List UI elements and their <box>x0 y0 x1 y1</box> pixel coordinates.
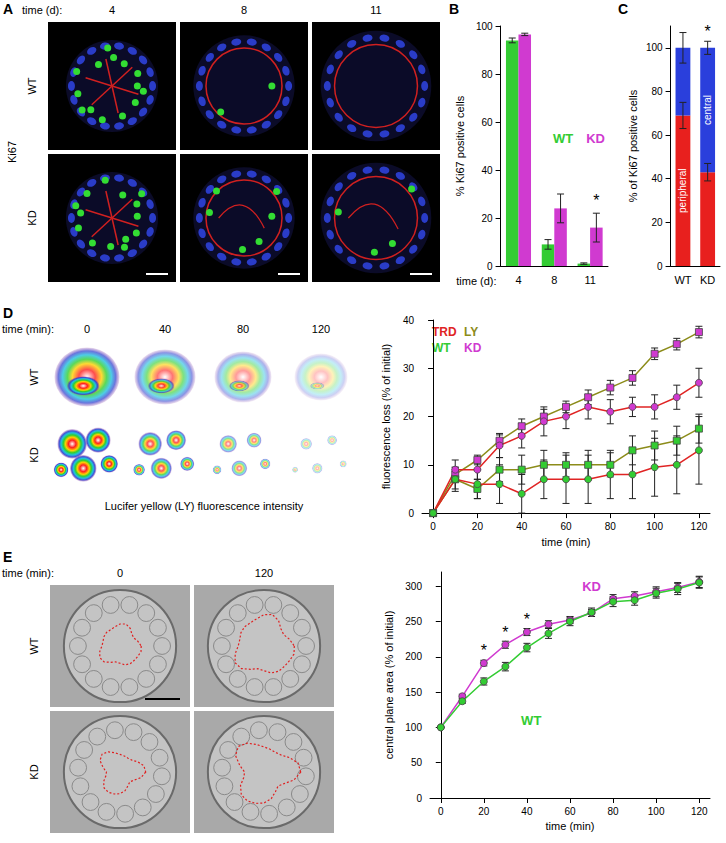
svg-text:40: 40 <box>481 165 493 176</box>
svg-text:200: 200 <box>405 651 422 662</box>
svg-text:*: * <box>524 611 530 628</box>
svg-text:4: 4 <box>109 4 115 16</box>
svg-text:time (min): time (min) <box>542 536 591 548</box>
svg-text:120: 120 <box>255 567 273 579</box>
svg-text:central plane area (% of initi: central plane area (% of initial) <box>383 611 395 760</box>
svg-text:A: A <box>3 1 13 17</box>
svg-text:120: 120 <box>691 806 708 817</box>
svg-text:KD: KD <box>700 274 715 286</box>
svg-text:4: 4 <box>515 274 521 286</box>
svg-text:40: 40 <box>651 173 663 184</box>
svg-text:WT: WT <box>521 713 541 728</box>
svg-text:D: D <box>3 305 13 321</box>
svg-text:20: 20 <box>472 521 484 532</box>
svg-text:KD: KD <box>26 210 38 225</box>
svg-text:WT: WT <box>674 274 691 286</box>
svg-text:time (min):: time (min): <box>2 567 54 579</box>
svg-text:WT: WT <box>28 637 40 654</box>
svg-text:% of Ki67 positive cells: % of Ki67 positive cells <box>627 89 639 202</box>
svg-text:KD: KD <box>586 131 605 146</box>
svg-text:E: E <box>3 549 12 565</box>
svg-text:80: 80 <box>608 806 620 817</box>
svg-text:80: 80 <box>237 323 249 335</box>
svg-text:0: 0 <box>487 261 493 272</box>
svg-text:peripheral: peripheral <box>677 168 688 212</box>
svg-text:*: * <box>502 624 508 641</box>
svg-text:20: 20 <box>478 806 490 817</box>
svg-text:KD: KD <box>464 341 482 355</box>
svg-text:40: 40 <box>159 323 171 335</box>
svg-text:LY: LY <box>464 325 478 339</box>
svg-text:0: 0 <box>430 521 436 532</box>
svg-text:time (d):: time (d): <box>456 275 496 287</box>
svg-text:time (min): time (min) <box>546 820 595 832</box>
svg-text:250: 250 <box>405 616 422 627</box>
svg-text:40: 40 <box>521 806 533 817</box>
svg-text:KD: KD <box>582 579 601 594</box>
svg-text:0: 0 <box>408 508 414 519</box>
svg-text:150: 150 <box>405 687 422 698</box>
svg-text:Ki67: Ki67 <box>6 141 18 163</box>
svg-text:11: 11 <box>584 274 595 286</box>
svg-text:time (min):: time (min): <box>2 323 54 335</box>
svg-text:11: 11 <box>370 4 381 16</box>
svg-text:0: 0 <box>84 323 90 335</box>
svg-text:80: 80 <box>605 521 617 532</box>
svg-text:*: * <box>593 192 599 209</box>
svg-text:80: 80 <box>651 86 663 97</box>
svg-text:WT: WT <box>28 368 40 385</box>
svg-text:120: 120 <box>691 521 708 532</box>
svg-text:KD: KD <box>28 764 40 779</box>
svg-text:300: 300 <box>405 581 422 592</box>
svg-text:120: 120 <box>312 323 330 335</box>
svg-text:C: C <box>618 1 628 17</box>
svg-text:60: 60 <box>651 130 663 141</box>
svg-text:8: 8 <box>551 274 557 286</box>
svg-text:30: 30 <box>403 363 415 374</box>
svg-text:*: * <box>481 642 487 659</box>
svg-text:60: 60 <box>481 117 493 128</box>
svg-text:60: 60 <box>560 521 572 532</box>
svg-text:*: * <box>705 23 711 40</box>
svg-text:40: 40 <box>516 521 528 532</box>
svg-text:100: 100 <box>646 42 663 53</box>
svg-text:B: B <box>449 1 459 17</box>
svg-text:8: 8 <box>241 4 247 16</box>
svg-text:80: 80 <box>481 69 493 80</box>
svg-text:100: 100 <box>646 521 663 532</box>
svg-text:40: 40 <box>403 315 415 326</box>
svg-text:10: 10 <box>403 459 415 470</box>
svg-text:0: 0 <box>416 793 422 804</box>
svg-text:central: central <box>702 95 713 125</box>
svg-text:0: 0 <box>117 567 123 579</box>
svg-text:% Ki67 positive cells: % Ki67 positive cells <box>454 95 466 196</box>
svg-text:time (d):: time (d): <box>22 4 62 16</box>
svg-text:0: 0 <box>657 261 663 272</box>
svg-text:60: 60 <box>564 806 576 817</box>
svg-text:100: 100 <box>476 21 493 32</box>
svg-text:20: 20 <box>651 217 663 228</box>
svg-text:KD: KD <box>28 447 40 462</box>
svg-text:WT: WT <box>26 77 38 94</box>
svg-text:WT: WT <box>553 131 573 146</box>
svg-text:20: 20 <box>403 411 415 422</box>
svg-text:fluorescence loss (% of initia: fluorescence loss (% of initial) <box>380 344 392 490</box>
svg-text:50: 50 <box>411 757 423 768</box>
svg-text:100: 100 <box>405 722 422 733</box>
svg-text:TRD: TRD <box>432 325 457 339</box>
svg-text:0: 0 <box>438 806 444 817</box>
svg-text:100: 100 <box>648 806 665 817</box>
svg-text:Lucifer yellow (LY) fluorescen: Lucifer yellow (LY) fluorescence intensi… <box>105 500 304 512</box>
svg-text:WT: WT <box>432 341 451 355</box>
svg-text:20: 20 <box>481 213 493 224</box>
